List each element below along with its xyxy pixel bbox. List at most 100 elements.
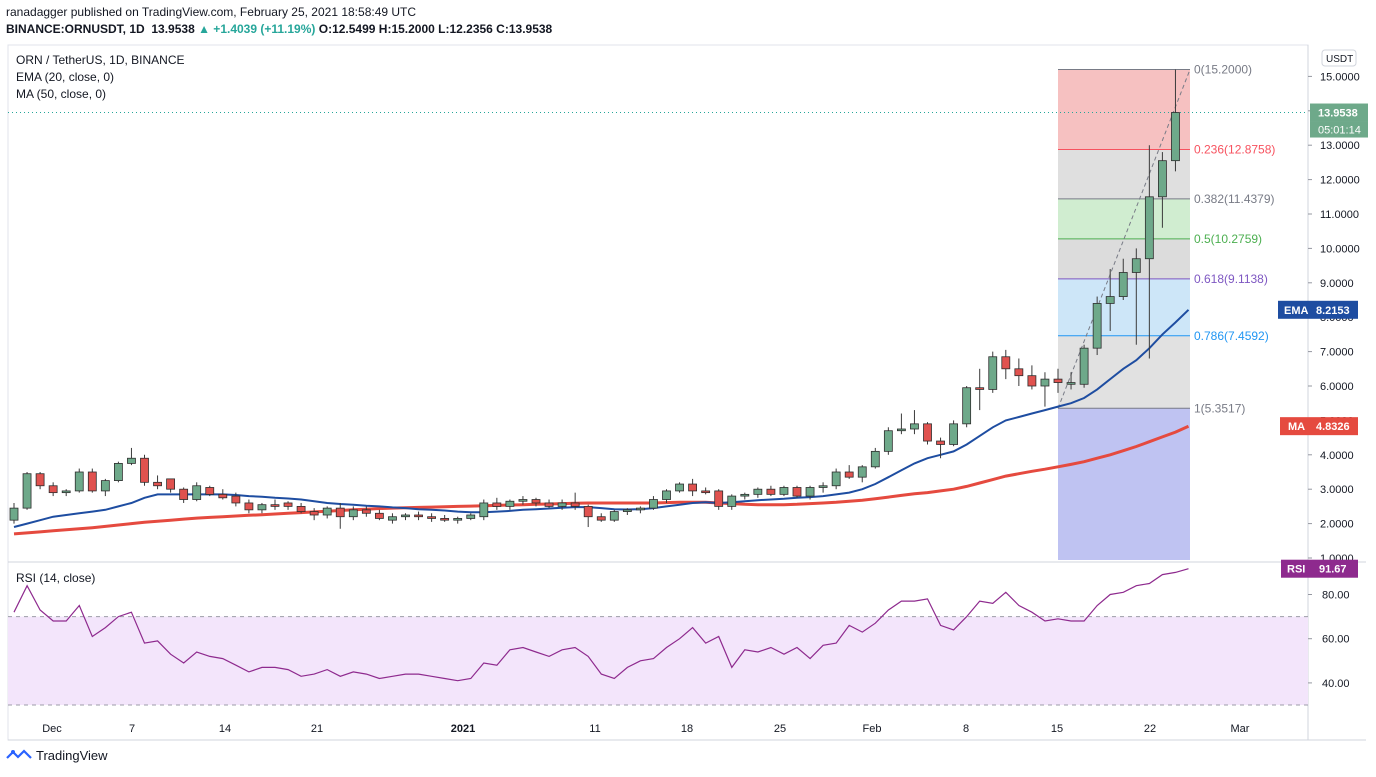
candle[interactable] — [662, 490, 671, 500]
price-badge-value: 13.9538 — [1318, 108, 1358, 120]
candle[interactable] — [753, 488, 763, 495]
candle[interactable] — [427, 516, 437, 519]
candle[interactable] — [518, 499, 528, 502]
candle[interactable] — [1053, 378, 1063, 383]
candle[interactable] — [636, 507, 645, 511]
candle[interactable] — [622, 509, 632, 512]
candle[interactable] — [1079, 347, 1089, 385]
candle[interactable] — [870, 450, 880, 468]
candle[interactable] — [1027, 375, 1037, 387]
candle[interactable] — [649, 499, 658, 509]
fib-zone — [1058, 69, 1190, 150]
candle[interactable] — [414, 514, 423, 518]
candle[interactable] — [857, 466, 867, 478]
candle[interactable] — [335, 507, 345, 518]
candle[interactable] — [388, 516, 397, 521]
candle[interactable] — [48, 485, 58, 494]
candle[interactable] — [1131, 258, 1141, 273]
candle[interactable] — [114, 462, 123, 481]
candle[interactable] — [1118, 272, 1128, 297]
candle[interactable] — [453, 518, 463, 521]
candle[interactable] — [583, 505, 593, 518]
candle[interactable] — [35, 473, 45, 487]
candle[interactable] — [570, 502, 580, 507]
candle[interactable] — [792, 487, 802, 497]
candle[interactable] — [466, 514, 476, 519]
candle[interactable] — [1092, 303, 1102, 349]
candle[interactable] — [231, 495, 241, 504]
candle[interactable] — [844, 471, 854, 478]
candle[interactable] — [309, 511, 319, 516]
candle[interactable] — [557, 502, 567, 507]
candle[interactable] — [74, 471, 84, 492]
candle[interactable] — [962, 387, 972, 425]
candle[interactable] — [87, 471, 97, 492]
candle[interactable] — [1040, 378, 1050, 387]
currency-box[interactable] — [1321, 49, 1357, 67]
candle[interactable] — [818, 485, 828, 488]
candle[interactable] — [701, 490, 711, 494]
candle[interactable] — [127, 457, 136, 464]
candle[interactable] — [609, 511, 619, 521]
candle[interactable] — [179, 488, 189, 500]
candle[interactable] — [923, 423, 932, 442]
candle[interactable] — [688, 483, 697, 492]
candle[interactable] — [440, 518, 450, 521]
candle[interactable] — [1171, 112, 1180, 162]
candle[interactable] — [140, 457, 149, 483]
candle[interactable] — [166, 478, 176, 490]
candle[interactable] — [779, 487, 789, 495]
candle[interactable] — [244, 502, 254, 511]
candle[interactable] — [596, 516, 606, 521]
candle[interactable] — [910, 423, 919, 430]
candle[interactable] — [374, 512, 384, 519]
candle[interactable] — [727, 495, 737, 507]
candle[interactable] — [61, 490, 71, 494]
candle[interactable] — [936, 440, 945, 445]
candle[interactable] — [714, 490, 724, 507]
candle[interactable] — [1066, 382, 1076, 385]
candle[interactable] — [883, 430, 893, 452]
candle[interactable] — [22, 473, 32, 509]
candle[interactable] — [675, 483, 684, 492]
fib-zone — [1058, 149, 1190, 199]
candle[interactable] — [192, 485, 202, 500]
candle[interactable] — [766, 488, 776, 495]
candle[interactable] — [544, 502, 554, 507]
candle[interactable] — [805, 487, 815, 497]
candle[interactable] — [270, 504, 280, 507]
candle[interactable] — [479, 502, 489, 518]
candle[interactable] — [988, 356, 998, 390]
candle[interactable] — [322, 507, 332, 516]
candle[interactable] — [283, 502, 293, 507]
candle[interactable] — [257, 504, 267, 511]
candle[interactable] — [975, 387, 985, 390]
candle[interactable] — [897, 428, 906, 432]
candle[interactable] — [401, 514, 410, 518]
candle[interactable] — [1001, 356, 1011, 370]
candle[interactable] — [1158, 160, 1167, 198]
candle[interactable] — [205, 487, 215, 495]
candle[interactable] — [153, 481, 162, 487]
candle[interactable] — [740, 493, 750, 497]
candle[interactable] — [1105, 296, 1115, 304]
candle[interactable] — [831, 471, 841, 487]
fib-trend-line — [1057, 69, 1191, 409]
candle[interactable] — [531, 499, 541, 504]
candle[interactable] — [218, 493, 228, 499]
candle[interactable] — [505, 500, 515, 507]
candle[interactable] — [9, 507, 19, 521]
candle[interactable] — [492, 502, 502, 507]
symbol-ohlc-line: BINANCE:ORNUSDT, 1D 13.9538 ▲ +1.4039 (+… — [6, 21, 552, 38]
candle[interactable] — [1144, 196, 1154, 260]
candle[interactable] — [949, 423, 958, 445]
candle[interactable] — [100, 480, 110, 492]
fib-level-label: 0.236(12.8758) — [1194, 142, 1275, 156]
price-change: ▲ +1.4039 (+11.19%) — [198, 22, 316, 36]
price-tick-label: 10.0000 — [1320, 243, 1360, 255]
candle[interactable] — [361, 509, 371, 514]
candle[interactable] — [296, 505, 306, 512]
candle[interactable] — [1014, 368, 1024, 377]
candle[interactable] — [348, 509, 358, 518]
